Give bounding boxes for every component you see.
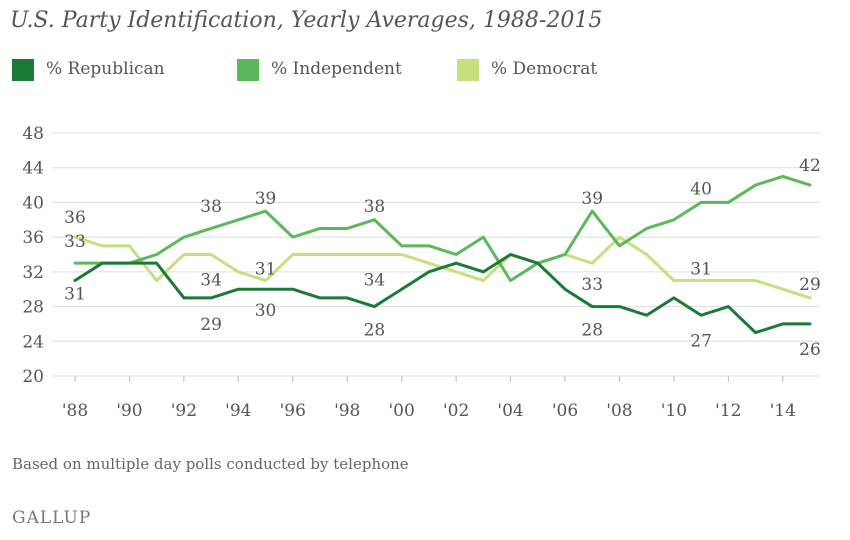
footnote: Based on multiple day polls conducted by…: [12, 455, 409, 473]
data-label-republican-2015: 26: [799, 340, 821, 360]
y-tick-label-20: 20: [22, 367, 44, 387]
x-tick-label-1992: '92: [171, 401, 197, 421]
data-label-democrat-2015: 29: [799, 275, 821, 295]
y-tick-label-24: 24: [22, 332, 44, 352]
x-tick-label-2002: '02: [443, 401, 469, 421]
series-line-independent: [73, 174, 812, 283]
x-tick-label-2006: '06: [552, 401, 578, 421]
data-label-democrat-1988: 33: [64, 232, 86, 252]
data-label-independent-2015: 42: [799, 156, 821, 176]
data-label-republican-1993: 29: [200, 315, 222, 335]
x-tick-label-2004: '04: [497, 401, 523, 421]
x-tick-label-1988: '88: [62, 401, 88, 421]
data-labels: 31 29 30 28 28 27 26 38 39 38 39 40 42 36 33 34 31 34 33 31…: [64, 156, 821, 360]
data-label-independent-2007: 39: [581, 189, 603, 209]
data-label-republican-1988: 31: [64, 285, 86, 305]
data-label-democrat-1999: 34: [364, 271, 386, 291]
x-tick-label-2010: '10: [661, 401, 687, 421]
legend-swatch-democrat: [457, 59, 479, 81]
gallup-logo: GALLUP: [12, 508, 92, 528]
y-tick-label-44: 44: [22, 159, 44, 179]
data-label-independent-2011: 40: [690, 179, 712, 199]
data-label-republican-2011: 27: [690, 331, 712, 351]
data-label-democrat-2007: 33: [581, 275, 603, 295]
y-tick-label-32: 32: [22, 263, 44, 283]
data-label-independent-1999: 38: [364, 197, 386, 217]
y-tick-label-36: 36: [22, 228, 44, 248]
line-chart: 20 24 28 32 36 40 44 48 '88 '90 '92 '94 '96 '98 '00 '0…: [22, 124, 821, 421]
data-label-republican-1995: 30: [255, 301, 277, 321]
y-tick-label-28: 28: [22, 298, 44, 318]
data-label-democrat-2011: 31: [690, 260, 712, 280]
x-tick-label-1996: '96: [280, 401, 306, 421]
data-label-republican-1999: 28: [364, 321, 386, 341]
data-label-independent-1993: 38: [200, 197, 222, 217]
x-tick-label-2008: '08: [606, 401, 632, 421]
series-lines: [73, 174, 812, 335]
x-tick-label-2000: '00: [389, 401, 415, 421]
data-label-independent-1995: 39: [255, 189, 277, 209]
legend-swatch-independent: [237, 59, 259, 81]
legend-label-independent: % Independent: [271, 59, 402, 79]
x-tick-label-1990: '90: [116, 401, 142, 421]
data-label-democrat-1995: 31: [255, 260, 277, 280]
legend-label-democrat: % Democrat: [491, 59, 598, 79]
chart-title: U.S. Party Identification, Yearly Averag…: [10, 8, 603, 33]
x-tick-label-1998: '98: [334, 401, 360, 421]
x-axis: '88 '90 '92 '94 '96 '98 '00 '02 '04 '06 '08 '10 '12 '…: [62, 376, 796, 421]
grid-lines: [52, 132, 820, 377]
legend-swatch-republican: [12, 59, 34, 81]
legend-label-republican: % Republican: [46, 59, 165, 79]
y-axis: 20 24 28 32 36 40 44 48: [22, 124, 44, 387]
y-tick-label-48: 48: [22, 124, 44, 144]
x-tick-label-2012: '12: [715, 401, 741, 421]
x-tick-label-2014: '14: [770, 401, 796, 421]
x-tick-label-1994: '94: [225, 401, 251, 421]
y-tick-label-40: 40: [22, 193, 44, 213]
series-line-republican: [73, 253, 812, 335]
data-label-republican-2007: 28: [581, 321, 603, 341]
data-label-democrat-1993: 34: [200, 271, 222, 291]
data-label-democrat-1988: 36: [64, 208, 86, 228]
